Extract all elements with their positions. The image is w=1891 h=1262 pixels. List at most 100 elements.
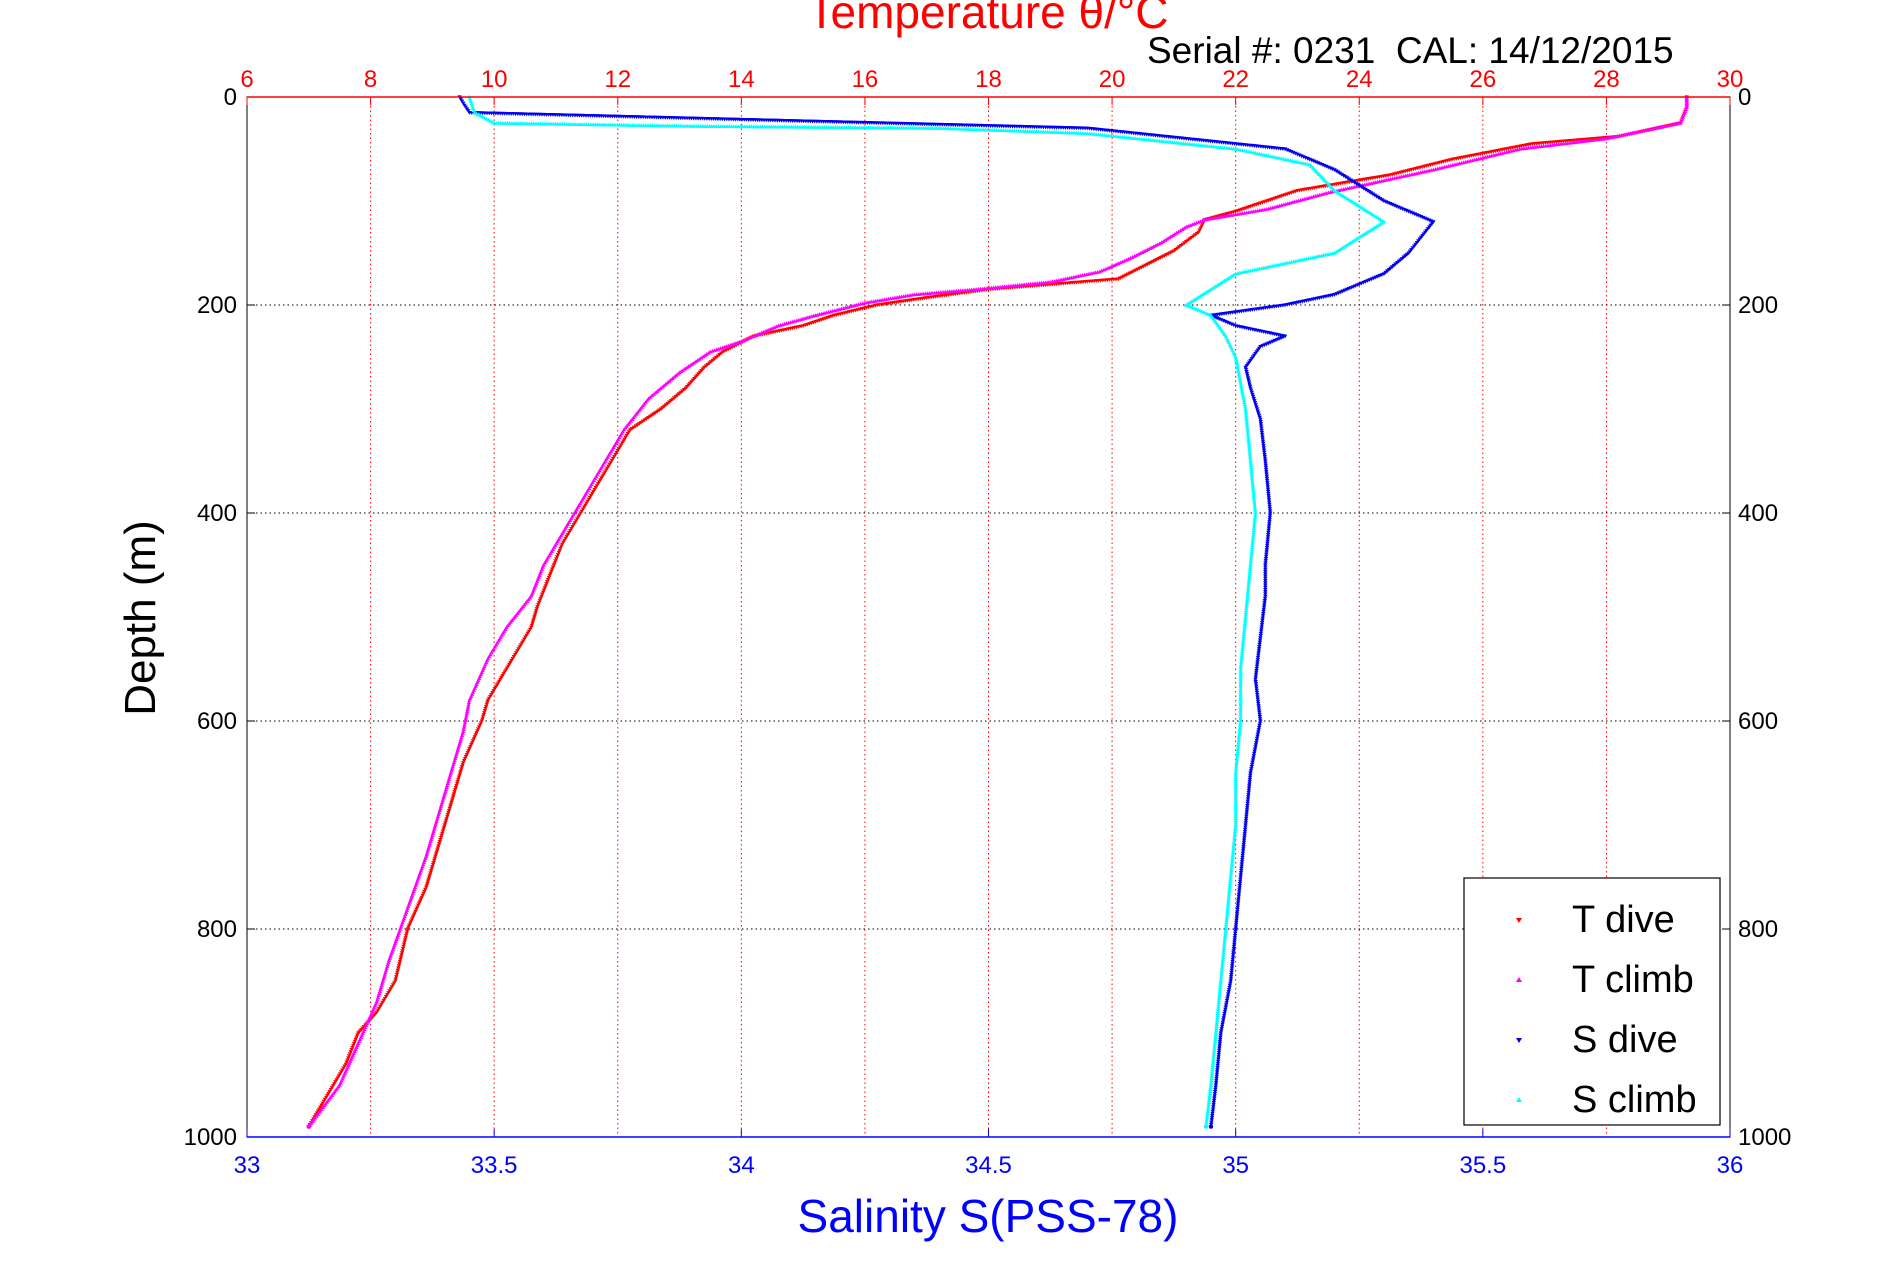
data-point [1233, 785, 1238, 790]
data-point [1244, 421, 1250, 426]
data-point [640, 419, 646, 424]
data-point [1205, 1109, 1211, 1113]
data-point [590, 491, 595, 496]
data-point [1244, 814, 1249, 819]
data-point [1249, 764, 1254, 769]
data-point [450, 764, 455, 769]
data-point [441, 795, 446, 800]
data-point [459, 765, 465, 769]
data-point [1232, 837, 1237, 842]
data-point [1225, 902, 1231, 907]
data-point [461, 729, 466, 733]
data-point [1210, 1061, 1216, 1065]
data-point [1332, 168, 1337, 172]
data-point [1244, 419, 1249, 424]
data-point [377, 989, 383, 993]
data-point [1238, 701, 1243, 706]
data-point [1251, 489, 1256, 493]
data-point [1238, 666, 1243, 671]
y-tick-label: 1000 [184, 1124, 237, 1151]
data-point [403, 936, 408, 940]
data-point [461, 101, 466, 106]
data-point [1237, 886, 1242, 891]
data-point [602, 470, 608, 475]
data-point [540, 590, 546, 595]
data-point [515, 649, 520, 653]
data-point [532, 613, 538, 618]
data-point [468, 745, 473, 749]
data-point [335, 1076, 340, 1081]
data-point [1238, 681, 1243, 686]
data-point [1223, 1007, 1228, 1012]
data-point [382, 972, 387, 977]
data-point [480, 717, 485, 722]
data-point [1246, 577, 1252, 582]
data-point [450, 796, 455, 801]
data-point [1243, 411, 1249, 415]
data-point [1243, 406, 1248, 411]
data-point [1213, 1030, 1219, 1035]
data-point [1233, 927, 1238, 932]
data-point [1245, 426, 1250, 431]
data-point [1263, 567, 1268, 572]
data-point [1234, 755, 1240, 760]
data-point [422, 889, 427, 894]
data-point [1247, 573, 1252, 578]
data-point [1226, 992, 1231, 997]
data-point [1156, 257, 1161, 261]
data-point [1224, 918, 1229, 922]
data-point [1251, 397, 1256, 401]
data-point [332, 1082, 337, 1086]
data-point [444, 817, 449, 821]
data-point [445, 783, 450, 788]
data-point [1266, 526, 1272, 531]
data-point [1253, 682, 1259, 686]
data-point [1240, 645, 1245, 649]
data-point [1213, 1037, 1218, 1042]
data-point [1238, 677, 1243, 682]
data-point [328, 1087, 334, 1092]
data-point [1239, 860, 1245, 865]
data-point [1242, 623, 1247, 628]
data-point [1245, 428, 1250, 433]
data-point [456, 775, 462, 780]
data-point [1245, 374, 1250, 378]
data-point [322, 1097, 328, 1102]
data-point [321, 1099, 327, 1104]
data-point [1212, 1045, 1217, 1050]
data-point [609, 458, 615, 463]
data-point [438, 806, 443, 810]
data-point [1260, 618, 1265, 623]
x-top-tick-label: 18 [975, 66, 1002, 93]
data-point [1244, 606, 1249, 610]
data-point [1207, 1091, 1213, 1096]
data-point [414, 907, 419, 912]
data-point [1135, 267, 1140, 272]
data-point [1247, 780, 1252, 784]
y-tick-label-right: 600 [1738, 708, 1778, 735]
data-point [1216, 1000, 1221, 1005]
data-point [1246, 582, 1251, 587]
data-point [726, 347, 731, 352]
legend-label: T dive [1572, 899, 1675, 941]
data-point [1158, 256, 1163, 260]
data-point [1240, 853, 1245, 858]
data-point [1211, 1056, 1216, 1061]
data-point [1239, 864, 1244, 869]
data-point [1233, 809, 1238, 814]
data-point [1222, 935, 1228, 940]
data-point [1224, 920, 1229, 925]
data-point [430, 865, 435, 869]
data-point [1259, 426, 1264, 431]
data-point [1238, 668, 1243, 673]
data-point [728, 346, 733, 351]
data-point [1211, 1098, 1217, 1103]
data-point [377, 991, 382, 996]
data-point [1252, 521, 1257, 526]
data-point [1251, 528, 1256, 532]
data-point [1240, 647, 1245, 652]
data-point [1150, 259, 1156, 264]
data-point [458, 769, 463, 774]
data-point [375, 997, 380, 1002]
data-point [477, 723, 483, 728]
